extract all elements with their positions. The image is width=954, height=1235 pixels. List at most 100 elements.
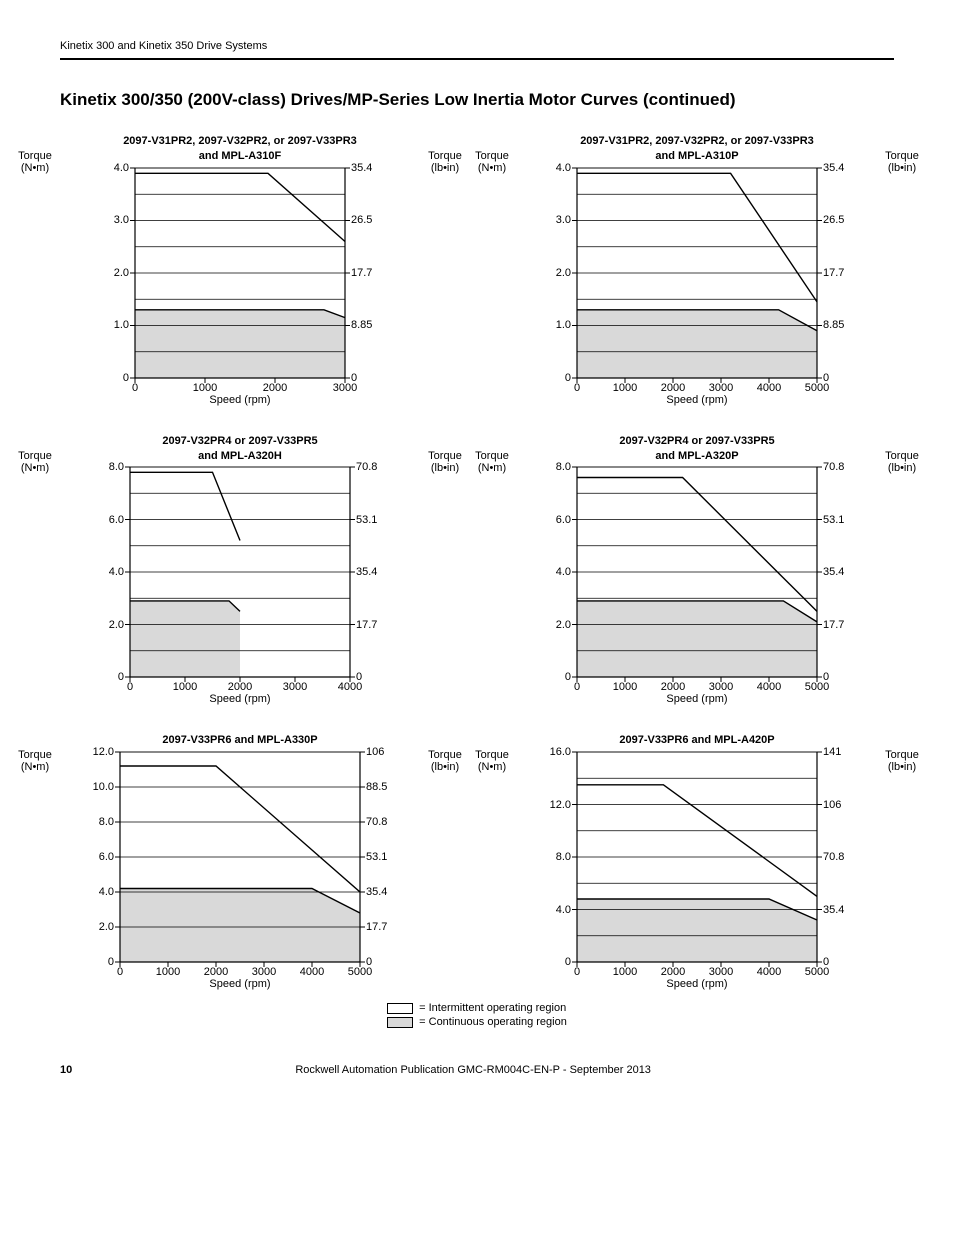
- y-tick-right: 17.7: [817, 267, 844, 279]
- x-tick: 2000: [661, 677, 685, 693]
- y-tick-left: 8.0: [556, 461, 577, 473]
- chart-title: 2097-V32PR4 or 2097-V33PR5and MPL-A320H: [60, 434, 420, 464]
- y-axis-label-left: Torque(N•m): [14, 450, 56, 474]
- plot-svg: [577, 467, 817, 677]
- legend-intermittent: = Intermittent operating region: [387, 1002, 566, 1014]
- y-axis-label-right: Torque(lb•in): [424, 749, 466, 773]
- y-tick-right: 17.7: [350, 619, 377, 631]
- y-tick-right: 26.5: [817, 214, 844, 226]
- x-tick: 1000: [613, 962, 637, 978]
- y-tick-right: 106: [360, 746, 384, 758]
- x-axis-label: Speed (rpm): [209, 394, 270, 406]
- y-tick-left: 2.0: [99, 921, 120, 933]
- y-tick-right: 8.85: [817, 319, 844, 331]
- publication-info: Rockwell Automation Publication GMC-RM00…: [295, 1064, 651, 1076]
- y-tick-right: 70.8: [360, 816, 387, 828]
- x-tick: 2000: [263, 378, 287, 394]
- y-tick-right: 35.4: [817, 904, 844, 916]
- y-tick-left: 2.0: [109, 619, 130, 631]
- y-tick-left: 4.0: [114, 162, 135, 174]
- plot-svg: [577, 752, 817, 962]
- x-tick: 5000: [805, 677, 829, 693]
- chart-c1: 2097-V31PR2, 2097-V32PR2, or 2097-V33PR3…: [60, 134, 420, 406]
- y-tick-left: 16.0: [550, 746, 577, 758]
- y-axis-label-right: Torque(lb•in): [881, 450, 923, 474]
- x-tick: 2000: [661, 962, 685, 978]
- y-tick-right: 17.7: [345, 267, 372, 279]
- y-tick-right: 70.8: [817, 851, 844, 863]
- chart-grid: 2097-V31PR2, 2097-V32PR2, or 2097-V33PR3…: [60, 134, 894, 990]
- x-tick: 0: [132, 378, 138, 394]
- y-axis-label-right: Torque(lb•in): [881, 749, 923, 773]
- y-tick-right: 70.8: [350, 461, 377, 473]
- chart-c4: 2097-V32PR4 or 2097-V33PR5and MPL-A320PT…: [517, 434, 877, 706]
- x-tick: 3000: [252, 962, 276, 978]
- x-tick: 0: [574, 962, 580, 978]
- y-tick-right: 35.4: [360, 886, 387, 898]
- x-tick: 4000: [757, 962, 781, 978]
- x-tick: 0: [127, 677, 133, 693]
- section-header: Kinetix 300 and Kinetix 350 Drive System…: [60, 40, 894, 52]
- chart-title: 2097-V32PR4 or 2097-V33PR5and MPL-A320P: [517, 434, 877, 464]
- y-tick-left: 4.0: [109, 566, 130, 578]
- legend-swatch-intermittent: [387, 1003, 413, 1014]
- x-tick: 3000: [283, 677, 307, 693]
- y-axis-label-left: Torque(N•m): [14, 749, 56, 773]
- x-tick: 5000: [805, 962, 829, 978]
- y-tick-right: 35.4: [817, 566, 844, 578]
- x-axis-label: Speed (rpm): [666, 394, 727, 406]
- y-tick-right: 141: [817, 746, 841, 758]
- x-tick: 4000: [757, 378, 781, 394]
- header-rule: [60, 58, 894, 60]
- chart-c2: 2097-V31PR2, 2097-V32PR2, or 2097-V33PR3…: [517, 134, 877, 406]
- y-tick-right: 35.4: [817, 162, 844, 174]
- y-axis-label-left: Torque(N•m): [471, 150, 513, 174]
- x-axis-label: Speed (rpm): [209, 978, 270, 990]
- x-axis-label: Speed (rpm): [209, 693, 270, 705]
- y-tick-right: 35.4: [350, 566, 377, 578]
- y-tick-right: 70.8: [817, 461, 844, 473]
- page-footer: 10 Rockwell Automation Publication GMC-R…: [60, 1064, 894, 1076]
- y-tick-left: 10.0: [93, 781, 120, 793]
- page-title: Kinetix 300/350 (200V-class) Drives/MP-S…: [60, 90, 894, 110]
- y-tick-left: 6.0: [109, 514, 130, 526]
- y-tick-right: 8.85: [345, 319, 372, 331]
- y-tick-left: 8.0: [109, 461, 130, 473]
- chart-title: 2097-V31PR2, 2097-V32PR2, or 2097-V33PR3…: [60, 134, 420, 164]
- y-tick-right: 26.5: [345, 214, 372, 226]
- y-tick-left: 12.0: [550, 799, 577, 811]
- y-axis-label-left: Torque(N•m): [471, 450, 513, 474]
- x-tick: 5000: [348, 962, 372, 978]
- y-tick-left: 8.0: [99, 816, 120, 828]
- y-tick-left: 4.0: [99, 886, 120, 898]
- x-tick: 0: [117, 962, 123, 978]
- y-tick-right: 53.1: [350, 514, 377, 526]
- y-tick-left: 2.0: [114, 267, 135, 279]
- x-tick: 1000: [613, 378, 637, 394]
- page-number: 10: [60, 1064, 72, 1076]
- plot-svg: [130, 467, 350, 677]
- y-tick-left: 4.0: [556, 566, 577, 578]
- y-tick-right: 35.4: [345, 162, 372, 174]
- x-tick: 2000: [661, 378, 685, 394]
- y-tick-left: 4.0: [556, 904, 577, 916]
- y-tick-right: 53.1: [817, 514, 844, 526]
- legend-label-intermittent: = Intermittent operating region: [419, 1002, 566, 1014]
- x-tick: 1000: [613, 677, 637, 693]
- legend-swatch-continuous: [387, 1017, 413, 1028]
- y-tick-right: 17.7: [360, 921, 387, 933]
- x-tick: 1000: [156, 962, 180, 978]
- plot-svg: [135, 168, 345, 378]
- y-tick-right: 88.5: [360, 781, 387, 793]
- y-tick-left: 1.0: [556, 319, 577, 331]
- chart-title: 2097-V31PR2, 2097-V32PR2, or 2097-V33PR3…: [517, 134, 877, 164]
- y-tick-left: 12.0: [93, 746, 120, 758]
- x-tick: 2000: [228, 677, 252, 693]
- x-tick: 1000: [173, 677, 197, 693]
- x-tick: 3000: [709, 962, 733, 978]
- y-axis-label-right: Torque(lb•in): [424, 450, 466, 474]
- chart-c5: 2097-V33PR6 and MPL-A330PTorque(N•m)Torq…: [60, 733, 420, 990]
- y-tick-left: 1.0: [114, 319, 135, 331]
- x-tick: 3000: [333, 378, 357, 394]
- legend-label-continuous: = Continuous operating region: [419, 1016, 567, 1028]
